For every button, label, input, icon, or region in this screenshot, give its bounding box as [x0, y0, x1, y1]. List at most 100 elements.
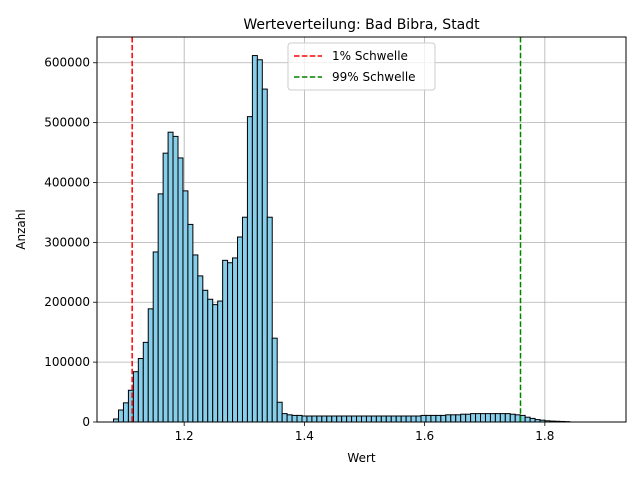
legend-label-1pct: 1% Schwelle — [332, 49, 408, 63]
x-axis-label: Wert — [347, 451, 375, 465]
histogram-bar — [207, 298, 214, 423]
histogram-bar — [385, 415, 392, 423]
histogram-bar — [470, 413, 477, 423]
y-tick-label: 400000 — [44, 175, 90, 189]
histogram-bar — [187, 223, 194, 423]
histogram-bar — [276, 401, 283, 423]
histogram-bar — [137, 358, 144, 423]
y-tick-label: 0 — [82, 415, 90, 429]
histogram-bar — [152, 251, 159, 423]
x-tick-label: 1.6 — [415, 429, 434, 443]
histogram-bar — [430, 414, 437, 423]
histogram-bar — [132, 371, 139, 423]
histogram-bar — [390, 415, 397, 423]
legend: 1% Schwelle 99% Schwelle — [287, 42, 436, 91]
histogram-bar — [117, 409, 124, 423]
histogram-bar — [202, 289, 209, 423]
histogram-bar — [489, 413, 496, 423]
histogram-bar — [475, 413, 482, 423]
y-tick-label: 200000 — [44, 295, 90, 309]
histogram-bar — [122, 402, 129, 423]
histogram-bar — [192, 254, 199, 423]
histogram-bar — [480, 413, 486, 423]
histogram-bars — [113, 55, 571, 423]
histogram-bar — [450, 414, 457, 423]
histogram-bar — [410, 415, 417, 423]
histogram-bar — [351, 415, 358, 423]
histogram-bar — [326, 415, 333, 423]
histogram-bar — [256, 59, 263, 423]
histogram-bar — [162, 152, 169, 423]
y-tick-label: 600000 — [44, 56, 90, 70]
histogram-bar — [365, 415, 372, 423]
histogram-bar — [341, 415, 348, 423]
x-tick-label: 1.4 — [295, 429, 314, 443]
histogram-bar — [440, 414, 447, 423]
histogram-bar — [246, 116, 253, 423]
histogram-bar — [460, 413, 467, 423]
histogram-bar — [514, 414, 521, 423]
histogram-bar — [281, 413, 288, 423]
x-tick-label: 1.8 — [535, 429, 554, 443]
histogram-bar — [212, 304, 219, 423]
histogram-bar — [380, 415, 387, 423]
legend-box — [287, 42, 436, 91]
y-tick-label: 300000 — [44, 235, 90, 249]
histogram-bar — [261, 88, 268, 423]
chart-title: Werteverteilung: Bad Bibra, Stadt — [243, 17, 480, 33]
histogram-bar — [420, 414, 427, 423]
x-tick-label: 1.2 — [175, 429, 194, 443]
histogram-bar — [157, 193, 164, 423]
histogram-bar — [286, 414, 293, 423]
histogram-bar — [455, 414, 462, 423]
histogram-bar — [167, 131, 174, 423]
histogram-bar — [321, 415, 328, 423]
histogram-bar — [425, 414, 432, 423]
histogram-bar — [509, 413, 516, 423]
histogram-bar — [415, 415, 422, 423]
histogram-bar — [336, 415, 343, 423]
threshold-lines — [131, 37, 522, 422]
histogram-bar — [400, 415, 407, 423]
histogram-bar — [524, 416, 531, 423]
histogram-bar — [232, 257, 239, 423]
histogram-bar — [172, 135, 179, 423]
y-tick-label: 100000 — [44, 355, 90, 369]
histogram-bar — [182, 190, 189, 423]
histogram-bar — [504, 413, 511, 423]
histogram-bar — [445, 414, 452, 423]
histogram-bar — [301, 415, 308, 423]
histogram-bar — [356, 415, 362, 423]
x-axis-ticks: 1.2 1.4 1.6 1.8 — [175, 422, 554, 443]
histogram-bar — [266, 216, 273, 423]
histogram-bar — [291, 414, 298, 423]
histogram-bar — [222, 259, 229, 423]
y-tick-label: 500000 — [44, 116, 90, 130]
histogram-bar — [529, 417, 536, 423]
histogram-bar — [311, 415, 318, 423]
histogram-bar — [465, 413, 472, 423]
histogram-bar — [484, 413, 491, 423]
histogram-bar — [197, 275, 204, 423]
histogram-bar — [494, 413, 501, 423]
histogram-bar — [370, 415, 377, 423]
histogram-bar — [217, 300, 224, 423]
plot-frame — [96, 36, 627, 423]
histogram-bar — [346, 415, 353, 423]
histogram-bar — [375, 415, 382, 423]
histogram-bar — [296, 414, 303, 423]
histogram-bar — [306, 415, 313, 423]
histogram-bar — [237, 236, 243, 423]
histogram-bar — [331, 415, 338, 423]
histogram-bar — [241, 216, 248, 423]
y-axis-label: Anzahl — [14, 209, 28, 249]
histogram-bar — [147, 308, 154, 423]
histogram-bar — [405, 415, 412, 423]
histogram-bar — [435, 414, 442, 423]
histogram-bar — [142, 341, 149, 423]
histogram-bar — [177, 157, 184, 423]
legend-label-99pct: 99% Schwelle — [332, 70, 416, 84]
histogram-bar — [251, 55, 258, 423]
histogram-bar — [227, 262, 234, 423]
